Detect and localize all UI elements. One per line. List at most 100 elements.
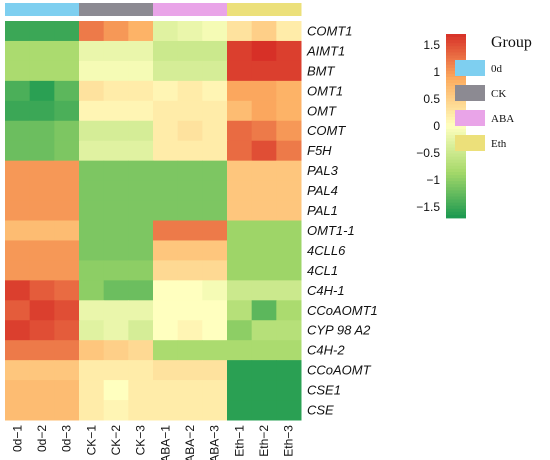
sample-label: CK−2	[109, 425, 123, 456]
heatmap-cell	[54, 80, 80, 102]
color-scale-swatch	[446, 190, 466, 194]
gene-label: PAL3	[307, 163, 339, 178]
heatmap-cell	[5, 280, 31, 301]
heatmap-cell	[79, 200, 105, 221]
heatmap-cell	[276, 260, 302, 281]
color-scale-swatch	[446, 175, 466, 179]
gene-label: CCoAOMT1	[307, 303, 378, 318]
heatmap-cell	[79, 260, 105, 281]
heatmap-cell	[5, 200, 31, 221]
sample-label: 0d−3	[60, 425, 74, 452]
gene-label: COMT	[307, 123, 346, 138]
color-scale-swatch	[446, 214, 466, 219]
heatmap-cell	[251, 140, 277, 162]
color-scale-tick-label: 0.5	[423, 92, 440, 106]
heatmap-cell	[103, 320, 129, 341]
group-legend-swatch	[455, 60, 485, 76]
heatmap-cell	[276, 60, 302, 82]
heatmap-cell	[227, 220, 253, 241]
heatmap-cell	[202, 160, 228, 182]
heatmap-cell	[5, 220, 31, 241]
heatmap-cell	[103, 21, 129, 42]
heatmap-cell	[29, 260, 55, 281]
gene-label: PAL1	[307, 203, 338, 218]
color-scale-swatch	[446, 37, 466, 41]
heatmap-cell	[29, 360, 55, 381]
heatmap-cell	[54, 300, 80, 321]
gene-label: C4H-2	[307, 343, 345, 358]
heatmap-cell	[276, 380, 302, 401]
group-legend: Group 0d CK ABA Eth	[455, 34, 532, 151]
heatmap-cell	[128, 80, 154, 102]
sample-label: ABA−1	[158, 425, 172, 460]
heatmap-cell	[177, 80, 203, 102]
color-scale-tick-label: 1	[433, 65, 440, 79]
color-scale-swatch	[446, 181, 466, 185]
heatmap-cell	[202, 340, 228, 361]
gene-label: PAL4	[307, 183, 338, 198]
heatmap-cell	[177, 100, 203, 122]
group-bar-cell	[29, 3, 55, 16]
color-scale-swatch	[446, 126, 466, 130]
color-scale-swatch	[446, 80, 466, 84]
color-scale-swatch	[446, 159, 466, 164]
heatmap-cell	[29, 180, 55, 202]
heatmap-cell	[54, 260, 80, 281]
heatmap-cell	[54, 380, 80, 401]
heatmap-cell	[202, 40, 228, 62]
color-scale-swatch	[446, 55, 466, 59]
color-scale-tick-label: 1.5	[423, 38, 440, 52]
color-scale-swatch	[446, 43, 466, 47]
heatmap-cell	[128, 40, 154, 62]
heatmap-cell	[251, 340, 277, 361]
heatmap-cell	[128, 60, 154, 82]
heatmap-cell	[128, 200, 154, 221]
heatmap-cell	[251, 120, 277, 142]
heatmap-cell	[29, 120, 55, 142]
heatmap-cell	[128, 280, 154, 301]
heatmap-cell	[276, 80, 302, 102]
heatmap-cell	[103, 160, 129, 182]
heatmap-cell	[29, 60, 55, 82]
heatmap-cell	[153, 400, 179, 421]
heatmap-cell	[227, 400, 253, 421]
heatmap-cell	[251, 280, 277, 301]
heatmap-cell	[177, 360, 203, 381]
heatmap-cell	[79, 240, 105, 261]
heatmap-cell	[103, 340, 129, 361]
heatmap-cell	[128, 21, 154, 42]
color-scale-swatch	[446, 46, 466, 50]
heatmap-cell	[103, 200, 129, 221]
heatmap-cell	[227, 140, 253, 162]
heatmap-cell	[29, 380, 55, 401]
heatmap-cell	[177, 180, 203, 202]
heatmap-cell	[177, 240, 203, 261]
heatmap-cell	[177, 60, 203, 82]
heatmap-cell	[276, 220, 302, 241]
heatmap-cell	[29, 80, 55, 102]
heatmap-cell	[128, 180, 154, 202]
heatmap-cell	[153, 180, 179, 202]
heatmap-cell	[177, 21, 203, 42]
gene-label: AIMT1	[306, 43, 345, 58]
heatmap-cell	[54, 320, 80, 341]
heatmap-cell	[103, 100, 129, 122]
group-bar-cell	[202, 3, 228, 16]
gene-label: CSE	[307, 403, 334, 418]
heatmap-cell	[103, 280, 129, 301]
color-scale-swatch	[446, 211, 466, 216]
heatmap-cell	[128, 120, 154, 142]
gene-labels: COMT1 AIMT1 BMT OMT1 OMT COMT F5H PAL3 PAL4 PAL1 O…	[306, 23, 378, 417]
heatmap-cell	[103, 60, 129, 82]
heatmap-cell	[276, 300, 302, 321]
heatmap-cell	[5, 400, 31, 421]
heatmap-cell	[54, 340, 80, 361]
sample-label: 0d−2	[35, 425, 49, 452]
color-scale-swatch	[446, 178, 466, 182]
heatmap-cell	[227, 180, 253, 202]
heatmap-cell	[29, 240, 55, 261]
heatmap-cell	[79, 220, 105, 241]
color-scale-swatch	[446, 101, 466, 105]
heatmap-cell	[79, 100, 105, 122]
